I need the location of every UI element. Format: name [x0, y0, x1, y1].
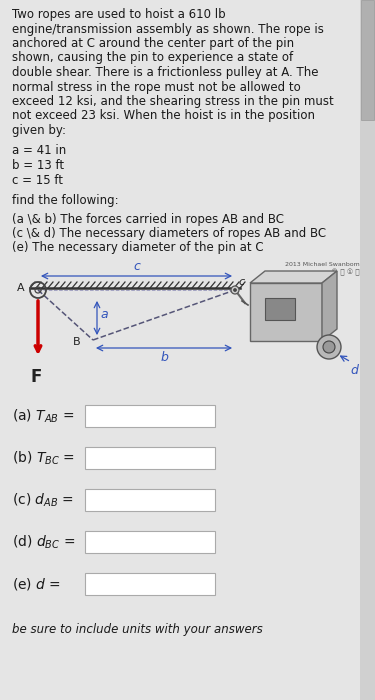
- Text: d: d: [350, 364, 358, 377]
- Text: b = 13 ft: b = 13 ft: [12, 159, 64, 172]
- Text: b: b: [160, 351, 168, 364]
- Text: © ⓞ ① ⓢ: © ⓞ ① ⓢ: [332, 269, 360, 276]
- Text: a = 41 in: a = 41 in: [12, 144, 66, 158]
- Text: c: c: [238, 277, 244, 287]
- Text: F: F: [30, 368, 42, 386]
- Text: find the following:: find the following:: [12, 194, 119, 207]
- Text: engine/transmission assembly as shown. The rope is: engine/transmission assembly as shown. T…: [12, 22, 324, 36]
- Circle shape: [234, 288, 237, 291]
- Bar: [85, 489, 215, 511]
- Text: anchored at C around the center part of the pin: anchored at C around the center part of …: [12, 37, 294, 50]
- Bar: [85, 531, 215, 553]
- Bar: [360, 0, 375, 700]
- Text: not exceed 23 ksi. When the hoist is in the position: not exceed 23 ksi. When the hoist is in …: [12, 109, 315, 122]
- Bar: [250, 283, 322, 341]
- Text: normal stress in the rope must not be allowed to: normal stress in the rope must not be al…: [12, 80, 301, 94]
- Text: (e) The necessary diameter of the pin at C: (e) The necessary diameter of the pin at…: [12, 241, 264, 255]
- Text: shown, causing the pin to experience a state of: shown, causing the pin to experience a s…: [12, 52, 293, 64]
- Text: be sure to include units with your answers: be sure to include units with your answe…: [12, 623, 263, 636]
- Bar: [265, 298, 295, 320]
- Circle shape: [323, 341, 335, 353]
- Bar: [85, 447, 215, 469]
- Text: c: c: [133, 260, 140, 273]
- Text: (c \& d) The necessary diameters of ropes AB and BC: (c \& d) The necessary diameters of rope…: [12, 227, 326, 240]
- Text: (a \& b) The forces carried in ropes AB and BC: (a \& b) The forces carried in ropes AB …: [12, 213, 284, 225]
- Text: (b) $T_{BC}$ =: (b) $T_{BC}$ =: [12, 449, 75, 467]
- Text: A: A: [17, 283, 25, 293]
- Polygon shape: [322, 271, 337, 341]
- Text: double shear. There is a frictionless pulley at A. The: double shear. There is a frictionless pu…: [12, 66, 318, 79]
- Bar: [85, 405, 215, 427]
- Text: Two ropes are used to hoist a 610 lb: Two ropes are used to hoist a 610 lb: [12, 8, 226, 21]
- Text: 2013 Michael Swanbom: 2013 Michael Swanbom: [285, 262, 360, 267]
- Text: given by:: given by:: [12, 124, 66, 137]
- Bar: [85, 573, 215, 595]
- Circle shape: [231, 286, 239, 294]
- Text: a: a: [100, 309, 108, 321]
- Text: exceed 12 ksi, and the shearing stress in the pin must: exceed 12 ksi, and the shearing stress i…: [12, 95, 334, 108]
- Text: c = 15 ft: c = 15 ft: [12, 174, 63, 186]
- Bar: [361, 0, 374, 120]
- Text: (c) $d_{AB}$ =: (c) $d_{AB}$ =: [12, 491, 74, 509]
- Text: (e) $d$ =: (e) $d$ =: [12, 576, 61, 592]
- Text: B: B: [74, 337, 81, 347]
- Polygon shape: [250, 271, 337, 283]
- Text: (a) $T_{AB}$ =: (a) $T_{AB}$ =: [12, 407, 75, 425]
- Text: (d) $d_{BC}$ =: (d) $d_{BC}$ =: [12, 533, 75, 551]
- Circle shape: [317, 335, 341, 359]
